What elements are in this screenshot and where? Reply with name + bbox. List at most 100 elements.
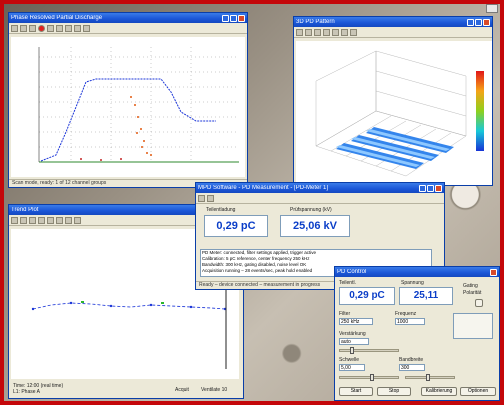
maximize-button[interactable] [427, 184, 434, 192]
gain-label: Verstärkung [339, 331, 366, 337]
prpd-plot [38, 47, 239, 163]
slider-thumb[interactable] [370, 374, 374, 381]
voltage-readout: 25,11 [399, 287, 453, 305]
window-pd-control: PD Control Teilentl. 0,29 pC Spannung 25… [334, 266, 500, 401]
open-icon[interactable] [11, 24, 18, 32]
maximize-button[interactable] [475, 18, 482, 26]
close-button[interactable] [238, 14, 245, 22]
log-line: PD Meter: connected, filter settings app… [202, 250, 317, 255]
close-button[interactable] [435, 184, 442, 192]
calibration-button[interactable]: Kalibrierung [421, 387, 457, 396]
pan-icon[interactable] [56, 216, 63, 224]
charge-label: Teilentladung [206, 207, 236, 213]
window-title: 3D PD Pattern [296, 19, 335, 25]
window-title: PD Control [337, 269, 367, 275]
status-right-a: Acquit [175, 387, 189, 393]
3d-surface-plot [315, 50, 484, 177]
threshold-slider[interactable] [339, 374, 399, 381]
title-bar: Phase Resolved Partial Discharge [9, 13, 247, 23]
prpd-plot-area[interactable] [11, 37, 245, 177]
record-icon[interactable] [38, 24, 45, 32]
settings-icon[interactable] [74, 24, 81, 32]
status-bar: Ready – device connected – measurement i… [196, 281, 444, 289]
bandwidth-slider[interactable] [405, 374, 455, 381]
options-button[interactable]: Optionen [460, 387, 496, 396]
toolbar [9, 215, 243, 226]
title-bar: PD Control [335, 267, 499, 277]
info-icon[interactable] [83, 24, 90, 32]
log-line: Calibration: 5 pC reference, center freq… [202, 256, 310, 261]
rotate-icon[interactable] [314, 28, 321, 36]
polarity-toggle[interactable] [475, 299, 483, 307]
settings-icon[interactable] [198, 194, 205, 202]
save-icon[interactable] [20, 24, 27, 32]
status-right-b: Ventilate 10 [201, 387, 228, 393]
window-icon[interactable] [486, 4, 498, 13]
print-icon[interactable] [29, 216, 36, 224]
bandwidth-label: Bandbreite [399, 357, 424, 363]
zoom-icon[interactable] [323, 28, 330, 36]
toolbar [294, 27, 492, 38]
stop-icon[interactable] [56, 24, 63, 32]
slider-thumb[interactable] [426, 374, 430, 381]
minimize-button[interactable] [419, 184, 426, 192]
settings-icon[interactable] [350, 28, 357, 36]
zoom-icon[interactable] [65, 24, 72, 32]
voltage-readout: 25,06 kV [280, 215, 350, 237]
color-scale-bar [476, 71, 484, 151]
log-line: Bandwidth: 300 kHz, gating disabled, noi… [202, 262, 307, 267]
save-icon[interactable] [305, 28, 312, 36]
open-icon[interactable] [296, 28, 303, 36]
title-bar: MPD Software - PD Measurement - [PD-Mete… [196, 183, 444, 193]
log-line: Acquisition running – 28 events/sec, pea… [202, 268, 313, 273]
start-button[interactable]: Start [339, 387, 373, 396]
charge-readout: 0,29 pC [339, 287, 395, 305]
slider-thumb[interactable] [350, 347, 354, 354]
filter-field[interactable]: 250 kHz [339, 318, 373, 325]
voltage-label: Prüfspannung (kV) [290, 207, 332, 213]
frequency-field[interactable]: 1000 [395, 318, 425, 325]
window-prpd-plot: Phase Resolved Partial Discharge [8, 12, 248, 188]
status-bar: Scan mode, ready: 1 of 12 channel groups [9, 179, 247, 187]
toolbar [196, 193, 444, 204]
chart-icon[interactable] [65, 216, 72, 224]
filter-label: Filter [339, 311, 351, 317]
threshold-field[interactable]: 5,00 [339, 364, 365, 371]
window-3d-plot: 3D PD Pattern [293, 16, 493, 186]
charge-label: Teilentl. [339, 280, 356, 286]
status-left: Time: 12:00 (real time) L1: Phase A [13, 383, 64, 395]
window-title: Phase Resolved Partial Discharge [11, 15, 103, 21]
window-title: MPD Software - PD Measurement - [PD-Mete… [198, 185, 329, 191]
minimize-button[interactable] [222, 14, 229, 22]
stop-button[interactable]: Stop [377, 387, 411, 396]
minimize-button[interactable] [467, 18, 474, 26]
gating-label: Gating [463, 283, 478, 289]
charge-readout: 0,29 pC [204, 215, 268, 237]
frequency-label: Frequenz [395, 311, 417, 317]
toolbar [9, 23, 247, 34]
meter-icon[interactable] [207, 194, 214, 202]
3d-plot-area[interactable] [296, 41, 492, 185]
options-panel [453, 313, 493, 339]
maximize-button[interactable] [230, 14, 237, 22]
zoom-in-icon[interactable] [38, 216, 45, 224]
zoom-out-icon[interactable] [47, 216, 54, 224]
gain-field[interactable]: auto [339, 338, 369, 345]
grid-icon[interactable] [332, 28, 339, 36]
play-icon[interactable] [47, 24, 54, 32]
print-icon[interactable] [29, 24, 36, 32]
close-button[interactable] [483, 18, 490, 26]
polarity-label: Polarität [463, 290, 482, 296]
gain-slider[interactable] [339, 347, 399, 354]
window-title: Trend Plot [11, 207, 39, 213]
window-pd-meter: MPD Software - PD Measurement - [PD-Mete… [195, 182, 445, 290]
desktop-background: Phase Resolved Partial Discharge [4, 4, 500, 401]
open-icon[interactable] [11, 216, 18, 224]
close-button[interactable] [490, 268, 497, 276]
bandwidth-field[interactable]: 300 [399, 364, 425, 371]
title-bar: 3D PD Pattern [294, 17, 492, 27]
voltage-label: Spannung [401, 280, 424, 286]
color-icon[interactable] [341, 28, 348, 36]
save-icon[interactable] [20, 216, 27, 224]
table-icon[interactable] [74, 216, 81, 224]
